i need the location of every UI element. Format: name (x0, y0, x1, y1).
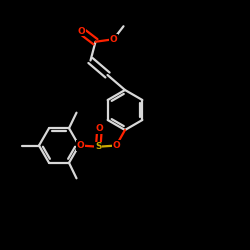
Text: O: O (112, 141, 120, 150)
Text: O: O (76, 141, 84, 150)
Text: O: O (110, 35, 118, 44)
Text: O: O (78, 27, 86, 36)
Text: S: S (95, 142, 102, 151)
Text: O: O (96, 124, 104, 133)
